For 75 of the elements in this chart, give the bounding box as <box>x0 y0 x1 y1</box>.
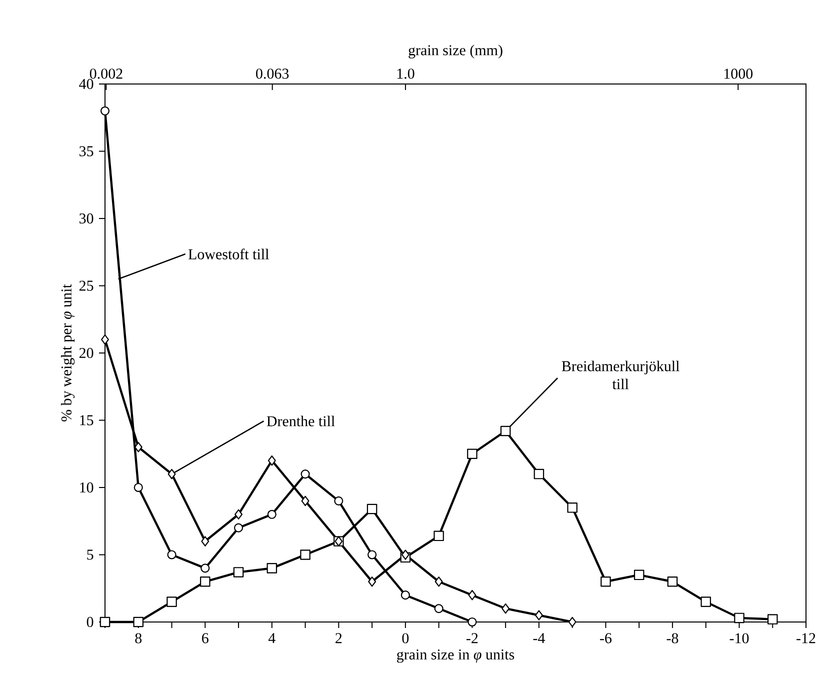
y-tick-label: 20 <box>79 348 94 358</box>
y-tick-label: 35 <box>80 146 94 156</box>
point <box>200 564 210 573</box>
point <box>400 590 410 600</box>
point <box>267 510 276 519</box>
annotation: Drenthe till <box>266 416 335 426</box>
point <box>201 536 210 546</box>
x-tick-label: -8 <box>666 633 678 644</box>
y-tick-label: 25 <box>79 280 94 291</box>
point <box>100 106 110 116</box>
point <box>101 334 109 345</box>
point <box>434 530 444 542</box>
y-axis-title: % by weight per φ unit <box>60 284 75 422</box>
point <box>134 442 142 452</box>
point <box>268 455 276 466</box>
x-axis-title: grain size in φ units <box>397 650 514 663</box>
x2-tick-label: 0.002 <box>90 68 122 79</box>
x-tick-label: -2 <box>466 633 478 644</box>
point <box>100 616 110 628</box>
point <box>600 576 611 587</box>
x-tick-label: -4 <box>533 633 545 644</box>
y-tick-label: 10 <box>80 482 94 493</box>
x-tick-label: -12 <box>796 633 816 644</box>
point <box>233 567 244 578</box>
y-tick-label: 40 <box>79 78 94 90</box>
point <box>700 596 711 607</box>
x2-tick-label: 1.0 <box>397 68 414 79</box>
point <box>401 550 410 560</box>
x-tick-label: 6 <box>202 633 208 644</box>
point <box>134 482 143 492</box>
annotation: Lowestoft till <box>188 248 269 260</box>
point <box>502 603 510 614</box>
point <box>468 590 476 600</box>
point <box>434 604 444 614</box>
y-tick-label: 15 <box>80 415 94 426</box>
point <box>366 504 378 514</box>
point <box>467 448 478 459</box>
point <box>767 614 778 624</box>
annotation: Breidamerkurjökull till <box>562 360 680 390</box>
x2-tick-label: 1000 <box>724 68 753 79</box>
point <box>734 612 744 624</box>
point <box>568 616 576 628</box>
x-tick-label: 4 <box>268 633 276 644</box>
point <box>500 426 511 436</box>
x2-tick-label: 0.063 <box>256 68 289 79</box>
point <box>166 596 177 607</box>
point <box>534 610 543 620</box>
point <box>133 616 144 628</box>
x-tick-label: 2 <box>336 633 342 644</box>
x-tick-label: 0 <box>402 633 409 644</box>
x-tick-label: -6 <box>600 633 612 644</box>
y-tick-label: 0 <box>86 616 94 628</box>
point <box>468 617 477 627</box>
x-tick-label: -10 <box>730 633 749 644</box>
point <box>300 550 310 560</box>
x-tick-label: 8 <box>135 633 142 644</box>
point <box>266 563 278 574</box>
point <box>667 576 678 587</box>
x2-axis-title: grain size (mm) <box>408 44 502 58</box>
point <box>634 570 644 580</box>
y-tick-label: 30 <box>80 213 94 224</box>
point <box>368 550 377 560</box>
point <box>334 496 344 506</box>
point <box>368 576 376 587</box>
point <box>434 576 443 587</box>
point <box>301 496 310 506</box>
point <box>534 468 544 480</box>
y-tick-label: 5 <box>87 550 94 560</box>
point <box>168 468 176 480</box>
point <box>567 502 578 513</box>
point <box>234 523 244 532</box>
point <box>167 550 176 560</box>
point <box>300 470 310 479</box>
point <box>234 509 243 520</box>
point <box>200 576 210 587</box>
